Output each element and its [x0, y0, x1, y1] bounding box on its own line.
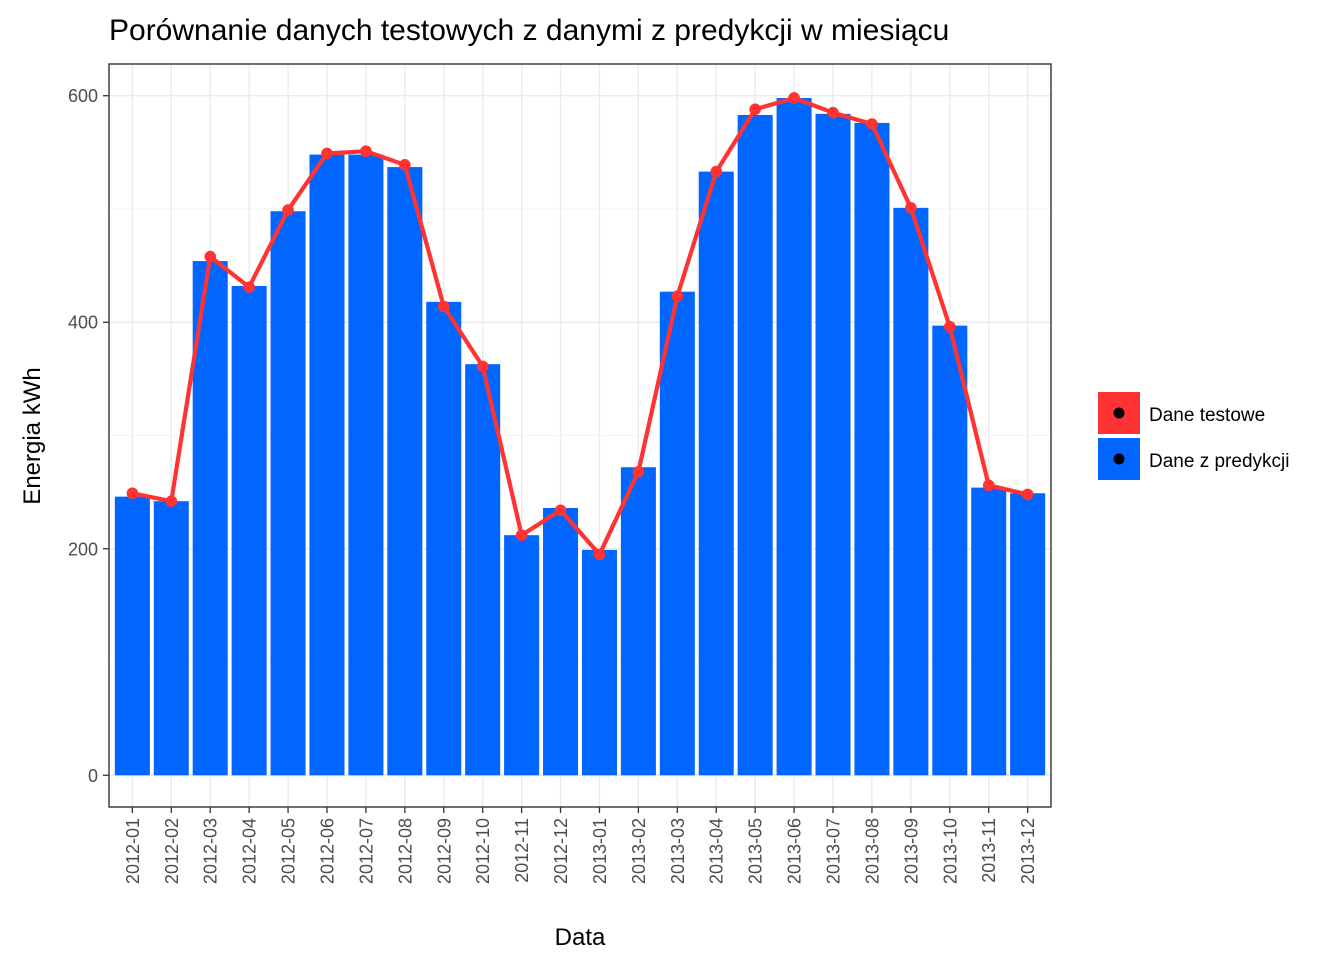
x-tick-label: 2013-08: [862, 818, 882, 884]
legend-item-dane-testowe: Dane testowe: [1098, 392, 1265, 434]
point-2012-04: [243, 281, 255, 293]
bar-2012-02: [153, 501, 189, 776]
x-tick-label: 2012-12: [551, 818, 571, 884]
bar-2012-10: [465, 364, 501, 776]
x-tick-label: 2013-04: [707, 818, 727, 884]
point-2013-03: [671, 290, 684, 302]
point-2012-06: [321, 147, 333, 160]
point-2013-05: [749, 103, 761, 116]
x-tick-label: 2013-07: [824, 818, 844, 884]
point-2013-07: [827, 106, 839, 119]
bar-2012-04: [231, 285, 267, 776]
point-2013-12: [1021, 488, 1034, 501]
point-2012-05: [282, 204, 294, 216]
x-tick-label: 2013-03: [668, 818, 688, 884]
point-2013-06: [788, 92, 800, 104]
x-tick-label: 2013-09: [901, 818, 921, 884]
y-axis: 0 200 400 600: [68, 86, 109, 786]
point-2013-01: [593, 548, 606, 561]
legend: Dane testowe Dane z predykcji: [1098, 392, 1289, 480]
point-2013-09: [905, 202, 917, 214]
bar-2013-04: [698, 171, 734, 776]
bar-2013-03: [659, 291, 695, 776]
bar-2012-06: [309, 154, 345, 776]
chart-title: Porównanie danych testowych z danymi z p…: [109, 14, 949, 47]
x-tick-label: 2013-06: [785, 818, 805, 884]
x-axis: 2012-01 2012-02 2012-03 2012-04 2012-05 2012-…: [123, 807, 1038, 884]
y-tick-label: 400: [68, 313, 98, 333]
point-2013-08: [866, 118, 878, 130]
x-tick-label: 2013-02: [629, 818, 649, 884]
bar-2012-05: [270, 211, 306, 776]
bar-2012-09: [426, 301, 462, 776]
point-2012-10: [476, 360, 489, 373]
point-2013-02: [632, 465, 645, 478]
x-tick-label: 2012-01: [123, 818, 143, 884]
point-2012-02: [165, 495, 178, 507]
y-tick-label: 600: [68, 86, 98, 106]
x-tick-label: 2012-11: [512, 818, 532, 883]
bar-2013-10: [932, 325, 968, 776]
x-tick-label: 2012-05: [279, 818, 299, 884]
x-tick-label: 2013-05: [746, 818, 766, 884]
y-tick-label: 0: [88, 766, 98, 786]
bar-2013-11: [971, 487, 1007, 776]
legend-label-dane-z-predykcji: Dane z predykcji: [1149, 451, 1289, 472]
x-tick-label: 2012-07: [356, 818, 376, 884]
point-2012-08: [399, 159, 411, 171]
legend-item-dane-z-predykcji: Dane z predykcji: [1098, 438, 1289, 480]
series-line-dane-testowe: [130, 95, 1030, 557]
bar-2012-08: [387, 167, 423, 776]
bar-2012-12: [543, 507, 579, 776]
plot-border: [108, 63, 1052, 808]
bar-2013-07: [815, 113, 851, 776]
x-tick-label: 2012-09: [434, 818, 454, 884]
x-tick-label: 2013-12: [1018, 818, 1038, 884]
legend-label-dane-testowe: Dane testowe: [1149, 405, 1265, 426]
x-tick-label: 2013-10: [940, 818, 960, 884]
line-dane-testowe: [126, 92, 1034, 561]
x-tick-label: 2013-01: [590, 818, 610, 884]
bar-2013-12: [1010, 493, 1046, 776]
bar-2013-01: [581, 549, 617, 776]
bar-2013-02: [620, 467, 656, 776]
bar-2012-11: [504, 535, 540, 776]
point-2012-03: [204, 250, 217, 263]
point-2012-07: [360, 145, 372, 158]
x-tick-label: 2012-06: [317, 818, 337, 884]
x-tick-label: 2012-04: [240, 818, 260, 884]
point-2012-12: [554, 504, 567, 517]
bars-dane-z-predykcji: [114, 97, 1046, 776]
x-tick-label: 2013-11: [979, 818, 999, 883]
y-axis-title: Energia kWh: [19, 367, 46, 504]
point-2013-11: [982, 479, 995, 492]
bar-2012-01: [114, 496, 150, 776]
bar-2013-05: [737, 114, 773, 776]
bar-2013-09: [893, 207, 929, 776]
point-2012-01: [126, 487, 139, 500]
bar-2012-07: [348, 154, 384, 776]
point-2012-11: [515, 529, 528, 541]
x-tick-label: 2012-02: [162, 818, 182, 884]
x-tick-label: 2012-10: [473, 818, 493, 884]
bar-2013-08: [854, 122, 890, 776]
legend-point-icon: [1113, 453, 1125, 465]
bar-2012-03: [192, 261, 228, 776]
point-2012-09: [437, 300, 450, 313]
x-tick-label: 2012-03: [201, 818, 221, 884]
point-2013-04: [710, 165, 723, 178]
x-tick-label: 2012-08: [395, 818, 415, 884]
point-2013-10: [943, 320, 956, 333]
legend-point-icon: [1113, 407, 1125, 419]
y-tick-label: 200: [68, 539, 98, 559]
x-axis-title: Data: [555, 924, 606, 951]
bar-2013-06: [776, 97, 812, 776]
